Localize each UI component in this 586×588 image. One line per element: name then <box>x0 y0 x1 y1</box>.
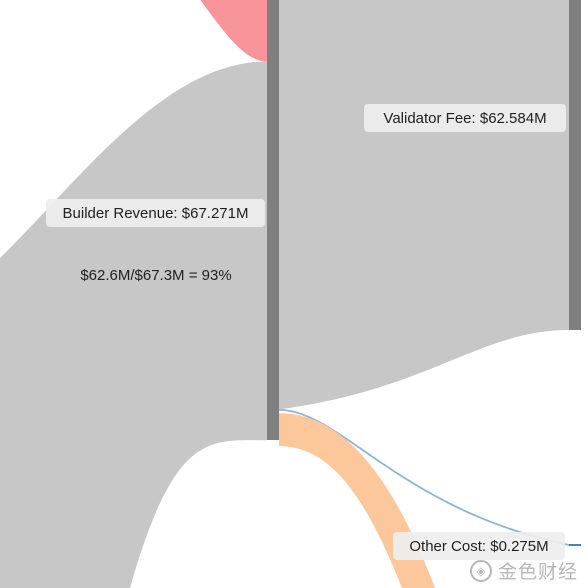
node-label-validator-fee: Validator Fee: $62.584M <box>364 104 566 132</box>
node-label-background <box>364 104 566 132</box>
ratio-annotation: $62.6M/$67.3M = 93% <box>80 267 231 284</box>
node-label-other-cost: Other Cost: $0.275M <box>393 532 565 560</box>
node-layer <box>267 0 581 546</box>
node-label-text: Other Cost: $0.275M <box>409 538 548 555</box>
label-layer: Validator Fee: $62.584M Builder Revenue:… <box>46 104 566 560</box>
incoming-flow-1 <box>200 0 267 62</box>
node-label-builder-revenue: Builder Revenue: $67.271M <box>46 199 265 227</box>
node-validator-fee <box>569 0 581 330</box>
link-validator-fee <box>279 0 569 410</box>
incoming-flow-2 <box>0 61 267 588</box>
node-label-background <box>393 532 565 560</box>
node-label-text: Validator Fee: $62.584M <box>383 110 546 127</box>
link-other-cost <box>278 408 570 546</box>
watermark-text: 金色财经 <box>497 561 578 583</box>
watermark: ◈ 金色财经 <box>469 557 578 584</box>
flow-layer <box>0 0 570 588</box>
node-other-cost <box>569 544 581 546</box>
node-builder-revenue <box>267 0 279 440</box>
coin-logo-icon: ◈ <box>469 559 492 582</box>
node-label-text: Builder Revenue: $67.271M <box>63 205 249 222</box>
link-other-outflow <box>279 413 435 588</box>
node-label-background <box>46 199 265 227</box>
